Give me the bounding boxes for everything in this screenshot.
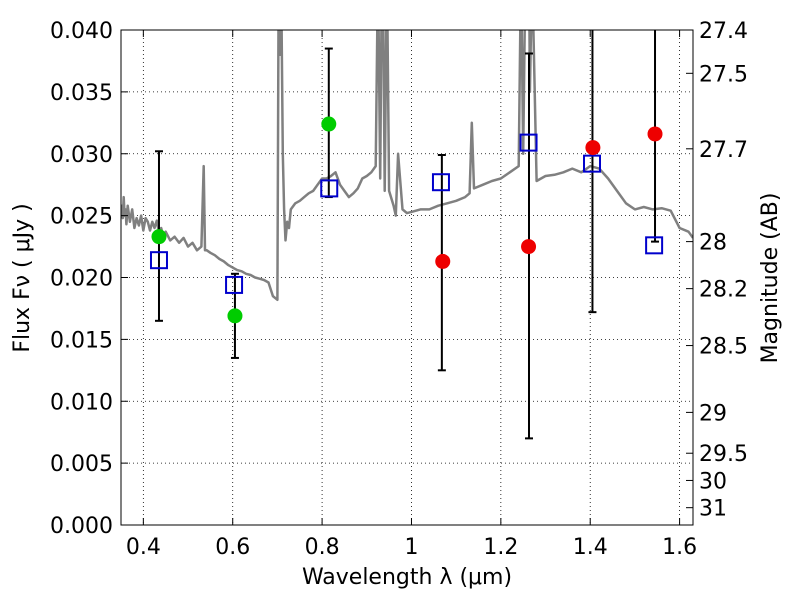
green-data-point: [151, 229, 167, 245]
x-tick-label: 1.6: [662, 535, 697, 560]
model-square-point: [225, 275, 244, 294]
red-data-point: [521, 239, 537, 255]
right-tick-label: 27.4: [699, 19, 748, 44]
y-tick-label: 0.000: [50, 514, 113, 539]
right-tick-label: 29.5: [699, 442, 748, 467]
x-axis-label: Wavelength λ (μm): [302, 565, 512, 590]
y-tick-label: 0.015: [50, 328, 113, 353]
points-layer: [149, 116, 664, 324]
x-tick-label: 0.6: [215, 535, 250, 560]
y-tick-label: 0.025: [50, 205, 113, 230]
x-tick-label: 0.4: [126, 535, 161, 560]
right-tick-label: 29: [699, 401, 727, 426]
model-square-point: [149, 251, 168, 270]
right-tick-label: 27.5: [699, 62, 748, 87]
y-tick-label: 0.005: [50, 452, 113, 477]
model-square-point: [431, 173, 450, 192]
x-tick-label: 1.2: [483, 535, 518, 560]
model-square-point: [645, 236, 664, 255]
red-data-point: [647, 126, 663, 142]
x-tick-labels: 0.4 0.6 0.8 1 1.2 1.4 1.6: [126, 535, 697, 560]
model-square-point: [583, 154, 602, 173]
model-square-point: [519, 133, 538, 152]
y-tick-label: 0.010: [50, 390, 113, 415]
right-tick-label: 31: [699, 497, 727, 522]
red-data-point: [585, 140, 601, 156]
right-tick-labels: 27.4 27.5 27.7 28 28.2 28.5 29 29.530 31: [699, 19, 748, 522]
right-tick-label: 28.5: [699, 335, 748, 360]
y-axis-label: Flux Fν ( μJy ): [10, 203, 35, 352]
y-tick-label: 0.040: [50, 19, 113, 44]
green-data-point: [227, 308, 243, 324]
y-tick-label: 0.030: [50, 143, 113, 168]
model-square-point: [320, 179, 339, 198]
right-tick-label: 28: [699, 231, 727, 256]
right-tick-label: 30: [699, 469, 727, 494]
right-axis-label: Magnitude (AB): [758, 193, 783, 364]
plot-background: [121, 30, 693, 525]
y-tick-label: 0.035: [50, 81, 113, 106]
right-tick-label: 28.2: [699, 278, 748, 303]
right-tick-label: 27.7: [699, 138, 748, 163]
ticks-layer: [121, 29, 693, 526]
y-tick-label: 0.020: [50, 267, 113, 292]
x-tick-label: 0.8: [305, 535, 340, 560]
green-data-point: [321, 116, 337, 132]
x-tick-label: 1: [404, 535, 418, 560]
y-tick-labels: 0.000 0.005 0.010 0.015 0.020 0.025 0.030 0.035…: [50, 19, 113, 539]
x-tick-label: 1.4: [573, 535, 608, 560]
red-data-point: [435, 253, 451, 269]
